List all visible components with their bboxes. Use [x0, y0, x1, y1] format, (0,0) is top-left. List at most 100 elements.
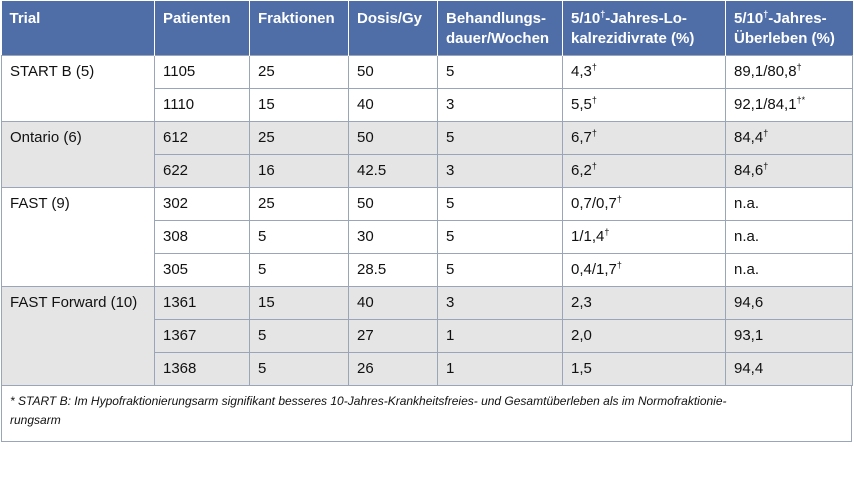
cell-dosis: 27 [348, 319, 438, 353]
table-row: Ontario (6) 612 25 50 5 6,7† 84,4† [1, 121, 853, 188]
header-behandlungsdauer: Behandlungs-dauer/Wochen [437, 1, 563, 56]
cell-patienten: 1367 [154, 319, 250, 353]
cell-ueberleben: n.a. [725, 187, 853, 221]
header-fraktionen: Fraktionen [249, 1, 349, 56]
ueberleben-value: 84,4 [734, 129, 764, 146]
cell-ueberleben: n.a. [725, 220, 853, 254]
cell-patienten: 1110 [154, 88, 250, 122]
cell-lokalrezidivrate: 0,4/1,7† [562, 253, 726, 287]
cell-lokalrezidivrate: 5,5† [562, 88, 726, 122]
ueberleben-footnote-mark: † [796, 62, 802, 72]
cell-fraktionen: 5 [249, 319, 349, 353]
cell-patienten: 622 [154, 154, 250, 188]
cell-fraktionen: 15 [249, 286, 349, 320]
cell-dauer: 3 [437, 88, 563, 122]
ueberleben-value: n.a. [734, 228, 760, 245]
table-row: FAST (9) 302 25 50 5 0,7/0,7† n.a. [1, 187, 853, 287]
cell-dosis: 50 [348, 187, 438, 221]
cell-ueberleben: 92,1/84,1†* [725, 88, 853, 122]
table-row: 1368 5 26 1 1,5 94,4 [2, 352, 853, 386]
cell-ueberleben: 94,6 [725, 286, 853, 320]
cell-trial: START B (5) [1, 55, 155, 122]
lokalrezidivrate-footnote-mark: † [591, 62, 597, 72]
ueberleben-value: n.a. [734, 195, 760, 212]
lokalrezidivrate-footnote-mark: † [604, 227, 610, 237]
trial-table: Trial Patienten Fraktionen Dosis/Gy Beha… [1, 1, 853, 386]
cell-patienten: 1368 [154, 352, 250, 386]
cell-trial: FAST (9) [1, 187, 155, 287]
header-lokalrezidivrate: 5/10†-Jahres-Lo-kalrezidivrate (%) [562, 1, 726, 56]
cell-lokalrezidivrate: 1/1,4† [562, 220, 726, 254]
cell-patienten: 612 [154, 121, 250, 155]
cell-dosis: 40 [348, 88, 438, 122]
cell-dosis: 50 [348, 55, 438, 89]
header-ueberleben: 5/10†-Jahres- Überleben (%) [725, 1, 853, 56]
cell-dauer: 3 [437, 154, 563, 188]
ueberleben-value: n.a. [734, 261, 760, 278]
cell-dosis: 42.5 [348, 154, 438, 188]
table-row: 622 16 42.5 3 6,2† 84,6† [2, 154, 853, 188]
lokalrezidivrate-value: 6,2 [571, 162, 592, 179]
lokalrezidivrate-footnote-mark: † [616, 260, 622, 270]
cell-trial: FAST Forward (10) [1, 286, 155, 386]
lokalrezidivrate-value: 0,7/0,7 [571, 195, 617, 212]
table-row: 305 5 28.5 5 0,4/1,7† n.a. [2, 253, 853, 287]
table-row: FAST Forward (10) 1361 15 40 3 2,3 94,6 [1, 286, 853, 386]
cell-ueberleben: 94,4 [725, 352, 853, 386]
table-row: 1367 5 27 1 2,0 93,1 [2, 319, 853, 353]
cell-dauer: 5 [437, 220, 563, 254]
lokalrezidivrate-value: 1/1,4 [571, 228, 605, 245]
header-patienten: Patienten [154, 1, 250, 56]
cell-dauer: 1 [437, 319, 563, 353]
cell-patienten: 308 [154, 220, 250, 254]
cell-lokalrezidivrate: 1,5 [562, 352, 726, 386]
cell-dauer: 1 [437, 352, 563, 386]
cell-lokalrezidivrate: 0,7/0,7† [562, 187, 726, 221]
lokalrezidivrate-value: 1,5 [571, 360, 592, 377]
cell-ueberleben: 89,1/80,8† [725, 55, 853, 89]
ueberleben-footnote-mark: † [763, 128, 769, 138]
cell-fraktionen: 5 [249, 352, 349, 386]
header-row: Trial Patienten Fraktionen Dosis/Gy Beha… [1, 1, 853, 56]
lokalrezidivrate-value: 2,0 [571, 327, 592, 344]
lokalrezidivrate-value: 5,5 [571, 96, 592, 113]
cell-dosis: 40 [348, 286, 438, 320]
cell-patienten: 302 [154, 187, 250, 221]
header-dosis: Dosis/Gy [348, 1, 438, 56]
lokalrezidivrate-value: 2,3 [571, 294, 592, 311]
cell-patienten: 305 [154, 253, 250, 287]
cell-fraktionen: 25 [249, 187, 349, 221]
ueberleben-footnote-mark: †* [796, 95, 806, 105]
cell-ueberleben: 84,6† [725, 154, 853, 188]
table-row: START B (5) 1105 25 50 5 4,3† 89,1/80,8† [1, 55, 853, 122]
lokalrezidivrate-footnote-mark: † [591, 95, 597, 105]
ueberleben-value: 89,1/80,8 [734, 63, 797, 80]
cell-dosis: 26 [348, 352, 438, 386]
ueberleben-value: 84,6 [734, 162, 764, 179]
cell-dosis: 50 [348, 121, 438, 155]
ueberleben-value: 94,6 [734, 294, 764, 311]
cell-fraktionen: 5 [249, 253, 349, 287]
cell-patienten: 1105 [154, 55, 250, 89]
cell-dosis: 30 [348, 220, 438, 254]
header-trial: Trial [1, 1, 155, 56]
cell-fraktionen: 15 [249, 88, 349, 122]
cell-fraktionen: 16 [249, 154, 349, 188]
cell-dosis: 28.5 [348, 253, 438, 287]
ueberleben-footnote-mark: † [763, 161, 769, 171]
cell-dauer: 5 [437, 55, 563, 89]
cell-lokalrezidivrate: 6,7† [562, 121, 726, 155]
lokalrezidivrate-footnote-mark: † [591, 161, 597, 171]
lokalrezidivrate-value: 0,4/1,7 [571, 261, 617, 278]
lokalrezidivrate-footnote-mark: † [591, 128, 597, 138]
cell-dauer: 3 [437, 286, 563, 320]
ueberleben-value: 92,1/84,1 [734, 96, 797, 113]
cell-fraktionen: 5 [249, 220, 349, 254]
footnote: * START B: Im Hypofraktionierungsarm sig… [1, 386, 852, 442]
cell-dauer: 5 [437, 187, 563, 221]
table-body: START B (5) 1105 25 50 5 4,3† 89,1/80,8† 1110 15… [1, 55, 853, 386]
cell-ueberleben: 84,4† [725, 121, 853, 155]
ueberleben-value: 94,4 [734, 360, 764, 377]
cell-lokalrezidivrate: 6,2† [562, 154, 726, 188]
